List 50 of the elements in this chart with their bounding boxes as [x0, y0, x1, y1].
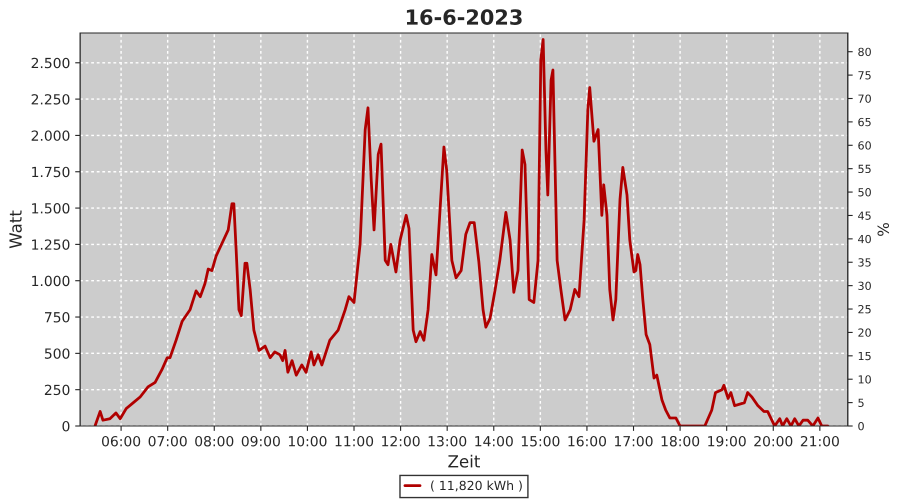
x-axis-title: Zeit: [448, 454, 480, 468]
y2-tick-label: 35: [858, 258, 871, 267]
x-tick-label: 10:00: [288, 436, 327, 446]
y2-tick-label: 80: [858, 48, 871, 56]
legend-label: ( 11,820 kWh ): [431, 480, 522, 492]
x-tick-label: 11:00: [336, 436, 374, 446]
y-tick-label: 750: [45, 312, 70, 323]
x-tick-label: 21:00: [800, 436, 839, 446]
x-tick-label: 12:00: [382, 436, 420, 446]
x-tick-label: 15:00: [522, 436, 560, 446]
x-tick-label: 18:00: [662, 436, 700, 446]
y2-tick-label: 20: [858, 328, 871, 337]
y2-tick-label: 60: [858, 141, 871, 150]
y-tick-label: 2.500: [32, 58, 70, 68]
x-tick-label: 19:00: [708, 436, 746, 446]
y2-tick-label: 25: [858, 305, 871, 314]
x-tick-label: 14:00: [475, 436, 513, 446]
y2-tick-label: 15: [858, 352, 871, 360]
y2-axis-title: %: [877, 223, 890, 236]
x-tick-label: 17:00: [615, 436, 653, 446]
y2-tick-label: 75: [858, 71, 871, 80]
y-tick-label: 0: [62, 420, 70, 432]
y2-tick-label: 10: [858, 375, 871, 384]
x-tick-label: 13:00: [428, 436, 466, 446]
y-tick-label: 1.500: [32, 203, 70, 214]
y-axis-title: Watt: [9, 210, 22, 248]
y-tick-label: 1.750: [32, 166, 70, 178]
y2-tick-label: 70: [858, 94, 871, 103]
chart-title: 16-6-2023: [406, 9, 522, 25]
y-tick-label: 2.250: [32, 94, 70, 105]
y2-tick-label: 30: [858, 282, 871, 290]
y-tick-label: 2.000: [32, 130, 70, 141]
y-tick-label: 1.250: [32, 239, 70, 250]
y2-tick-label: 65: [858, 118, 871, 126]
y2-tick-label: 50: [858, 188, 871, 196]
y2-tick-label: 45: [858, 212, 871, 220]
x-tick-label: 16:00: [568, 436, 606, 446]
y-tick-label: 250: [44, 384, 70, 396]
y-tick-label: 1.000: [32, 276, 70, 286]
y-tick-label: 500: [44, 348, 70, 359]
y2-tick-label: 40: [858, 234, 871, 244]
x-tick-label: 08:00: [195, 436, 234, 446]
line-series: [94, 38, 830, 426]
y2-tick-label: 0: [858, 422, 864, 430]
x-tick-label: 20:00: [754, 436, 792, 446]
x-tick-label: 09:00: [242, 436, 280, 446]
y2-tick-label: 5: [858, 398, 864, 407]
x-tick-label: 07:00: [148, 436, 187, 446]
x-tick-label: 06:00: [102, 436, 140, 446]
y2-tick-label: 55: [858, 164, 871, 174]
